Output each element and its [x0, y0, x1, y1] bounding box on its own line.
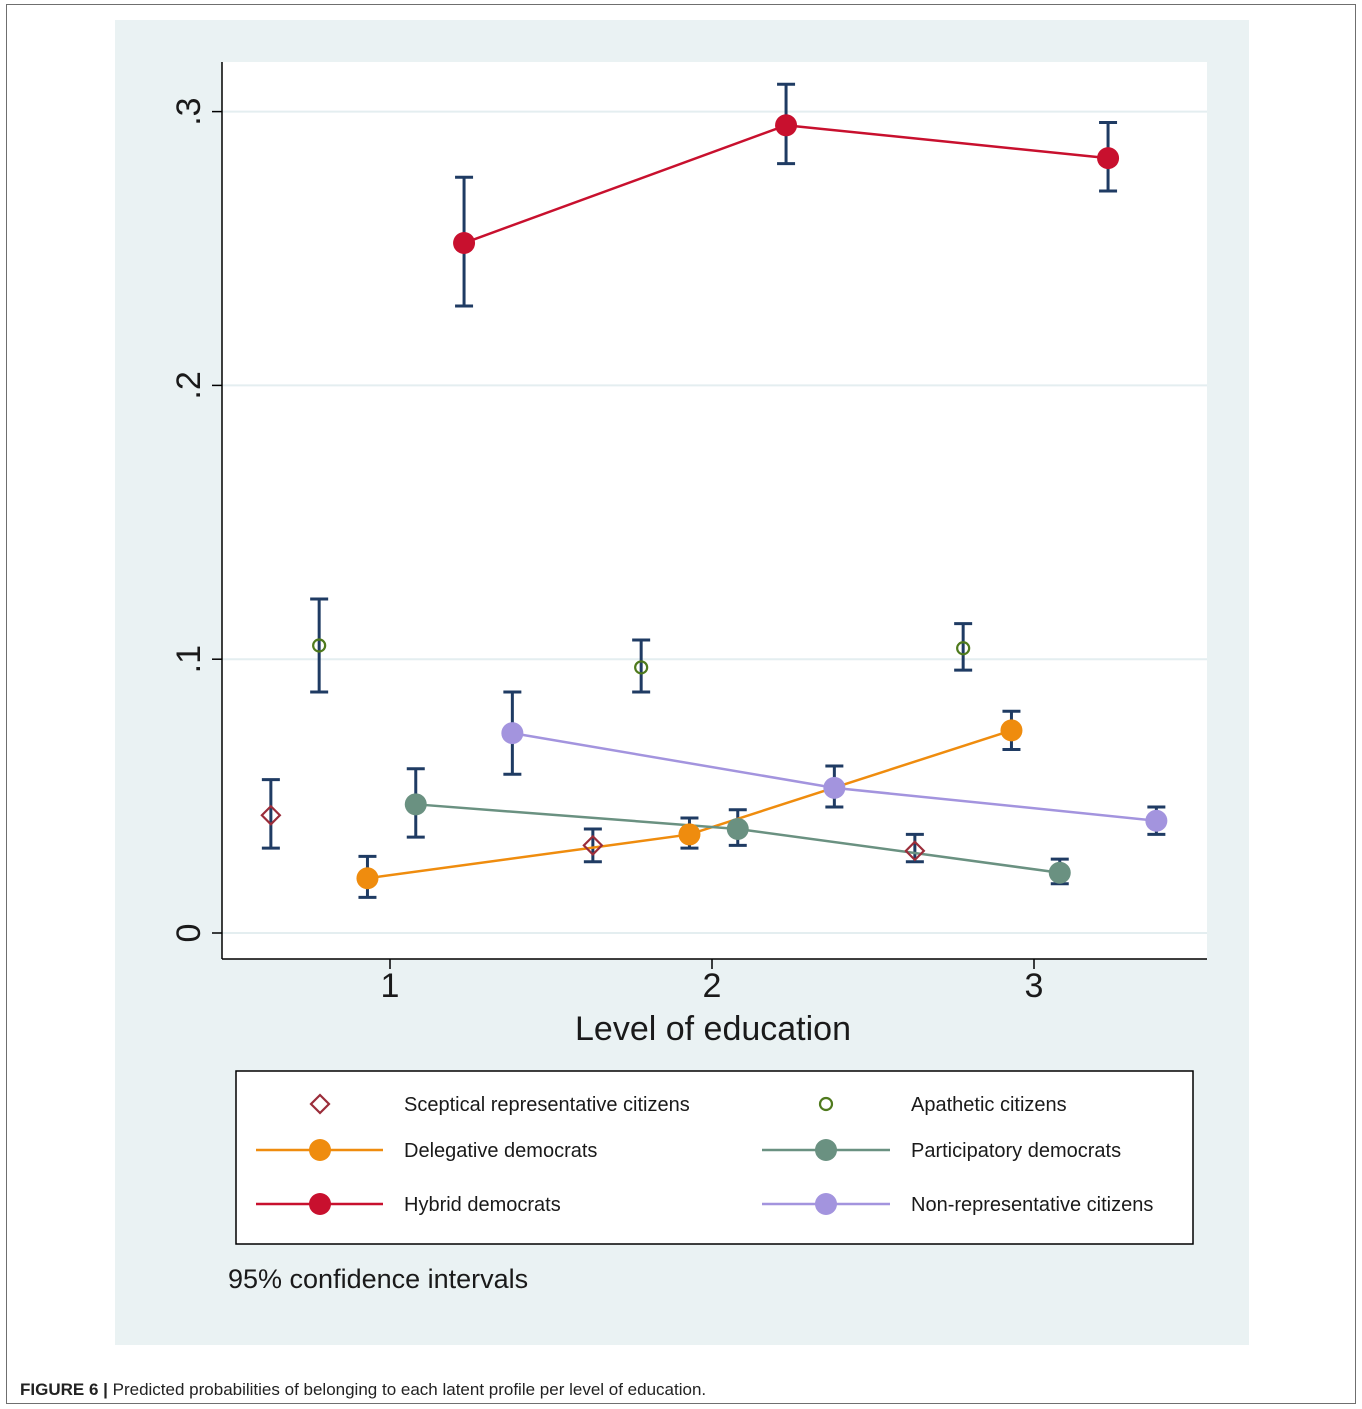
data-point: [501, 722, 524, 745]
legend-label: Hybrid democrats: [404, 1194, 561, 1216]
figure-frame: [6, 4, 1356, 1404]
x-axis-label: Level of education: [575, 1010, 851, 1048]
legend-marker: [815, 1139, 837, 1161]
legend-marker: [309, 1093, 331, 1115]
chart-note: 95% confidence intervals: [228, 1264, 528, 1294]
y-tick-label: .3: [170, 97, 208, 125]
data-point: [634, 660, 649, 675]
legend: Sceptical representative citizens Apathet…: [235, 1070, 1194, 1245]
data-point: [726, 817, 749, 840]
x-tick-label: 3: [1025, 967, 1044, 1005]
data-point: [775, 114, 798, 137]
series-markers: [260, 114, 1168, 890]
data-point: [1145, 809, 1168, 832]
legend-marker: [815, 1193, 837, 1215]
legend-label: Participatory democrats: [911, 1140, 1121, 1162]
legend-marker: [309, 1193, 331, 1215]
legend-marker: [818, 1096, 834, 1112]
data-point: [404, 793, 427, 816]
x-tick-label: 2: [703, 967, 722, 1005]
figure-label: FIGURE 6 |: [20, 1380, 108, 1399]
legend-label: Non-representative citizens: [911, 1194, 1153, 1216]
data-point: [1048, 861, 1071, 884]
figure-caption: FIGURE 6 | Predicted probabilities of be…: [20, 1380, 706, 1400]
data-point: [956, 641, 971, 656]
y-ticks: 0 .1 .2 .3: [170, 97, 222, 942]
data-point: [1097, 147, 1120, 170]
y-tick-label: 0: [170, 924, 208, 943]
data-point: [1000, 719, 1023, 742]
plot-background: [222, 62, 1207, 959]
legend-items: Sceptical representative citizens Apathet…: [256, 1093, 1153, 1216]
axes: [221, 62, 1207, 960]
data-point: [453, 232, 476, 255]
legend-label: Sceptical representative citizens: [404, 1094, 690, 1116]
legend-label: Delegative democrats: [404, 1140, 597, 1162]
legend-label: Apathetic citizens: [911, 1094, 1067, 1116]
data-point: [312, 638, 327, 653]
legend-box: [235, 1070, 1194, 1245]
data-point: [356, 867, 379, 890]
data-point: [582, 834, 604, 856]
data-point: [904, 840, 926, 862]
y-tick-label: .2: [170, 371, 208, 399]
y-tick-label: .1: [170, 645, 208, 673]
plot-area: 0 .1 .2 .3 1 2 3 Level of education: [170, 62, 1207, 1048]
data-point: [823, 776, 846, 799]
data-point: [678, 823, 701, 846]
x-tick-label: 1: [381, 967, 400, 1005]
data-point: [260, 804, 282, 826]
caption-text: Predicted probabilities of belonging to …: [112, 1380, 707, 1399]
legend-marker: [309, 1139, 331, 1161]
x-ticks: 1 2 3: [381, 959, 1044, 1005]
grid-lines: [222, 110, 1207, 934]
